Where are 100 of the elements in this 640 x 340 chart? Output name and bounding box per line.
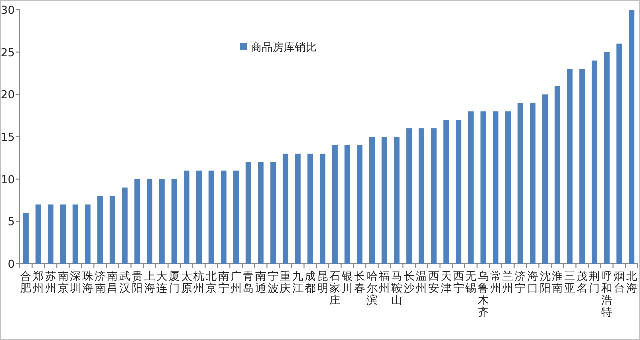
x-tick-label: 三亚 bbox=[564, 270, 576, 295]
x-tick-label: 苏州 bbox=[45, 270, 56, 295]
x-tick-label: 昆明 bbox=[317, 270, 328, 295]
x-tick-label: 西安 bbox=[428, 270, 440, 295]
x-tick-label: 温州 bbox=[416, 270, 428, 295]
x-tick-label: 大连 bbox=[156, 270, 168, 295]
bar bbox=[184, 170, 190, 264]
x-tick-label: 北京 bbox=[206, 270, 218, 295]
bar bbox=[369, 137, 376, 264]
legend-label: 商品房库销比 bbox=[251, 41, 317, 54]
bar bbox=[418, 128, 424, 264]
x-tick-label: 呼和浩特 bbox=[602, 270, 613, 319]
bar bbox=[394, 137, 400, 264]
y-tick-label: 25 bbox=[1, 46, 15, 60]
x-tick-label: 石家庄 bbox=[330, 270, 341, 307]
bar bbox=[23, 213, 29, 264]
x-tick-label: 济南 bbox=[94, 270, 106, 295]
bar bbox=[208, 170, 214, 264]
x-tick-label: 杭州 bbox=[192, 270, 205, 295]
y-tick-label: 30 bbox=[1, 4, 15, 17]
x-tick-label: 青岛 bbox=[243, 270, 254, 295]
bar bbox=[234, 170, 240, 264]
x-tick-label: 无锡 bbox=[464, 270, 477, 295]
bar bbox=[196, 170, 202, 264]
x-tick-label: 贵阳 bbox=[132, 270, 143, 295]
bar bbox=[431, 128, 437, 264]
bar bbox=[554, 86, 560, 264]
x-tick-label: 淮南 bbox=[552, 270, 564, 295]
bar bbox=[580, 69, 586, 264]
bar bbox=[308, 154, 314, 264]
bar bbox=[85, 204, 91, 264]
bar bbox=[542, 94, 548, 264]
bar bbox=[221, 170, 227, 264]
x-tick-label: 合肥 bbox=[20, 270, 32, 295]
bar bbox=[456, 120, 462, 264]
x-tick-label: 上海 bbox=[144, 270, 156, 295]
bar bbox=[159, 179, 165, 264]
bar bbox=[382, 137, 388, 264]
y-tick-label: 15 bbox=[1, 131, 15, 144]
bar bbox=[357, 145, 363, 264]
x-tick-label: 常州 bbox=[490, 270, 502, 295]
x-tick-label: 乌鲁木齐 bbox=[478, 270, 489, 319]
y-tick-label: 20 bbox=[1, 88, 15, 102]
bar bbox=[604, 52, 610, 264]
bar bbox=[518, 103, 524, 264]
bar bbox=[468, 112, 474, 264]
x-tick-label: 太原 bbox=[181, 270, 192, 295]
x-tick-label: 荆门 bbox=[589, 270, 600, 295]
x-tick-label: 厦门 bbox=[169, 270, 180, 295]
y-tick-label: 0 bbox=[8, 258, 15, 271]
x-tick-label: 珠海 bbox=[82, 270, 94, 295]
bar bbox=[122, 188, 128, 264]
x-tick-label: 长沙 bbox=[404, 270, 415, 295]
x-tick-label: 西宁 bbox=[453, 270, 464, 295]
bar bbox=[48, 204, 54, 264]
x-tick-label: 海口 bbox=[527, 270, 538, 295]
bar bbox=[480, 112, 486, 264]
x-tick-label: 银川 bbox=[341, 270, 354, 295]
bar bbox=[246, 162, 252, 264]
x-tick-label: 郑州 bbox=[33, 270, 44, 295]
x-tick-label: 沈阳 bbox=[540, 270, 551, 295]
bar bbox=[110, 196, 116, 264]
bar bbox=[134, 179, 140, 264]
y-tick-label: 5 bbox=[8, 216, 15, 229]
x-tick-label: 南宁 bbox=[218, 270, 230, 295]
bar bbox=[344, 145, 350, 264]
bar bbox=[320, 154, 326, 264]
y-tick-label: 10 bbox=[1, 173, 15, 186]
x-tick-label: 南通 bbox=[256, 270, 267, 295]
bar bbox=[270, 162, 276, 264]
x-tick-label: 重庆 bbox=[280, 270, 292, 295]
bar bbox=[406, 128, 412, 264]
bar bbox=[72, 204, 78, 264]
x-tick-label: 兰州 bbox=[502, 270, 514, 295]
x-tick-label: 马鞍山 bbox=[391, 270, 402, 307]
bar bbox=[147, 179, 153, 264]
bar bbox=[530, 103, 536, 264]
x-tick-label: 武汉 bbox=[120, 270, 131, 295]
bar bbox=[592, 60, 598, 264]
bar bbox=[258, 162, 264, 264]
bar bbox=[295, 154, 301, 264]
x-tick-label: 九江 bbox=[292, 270, 304, 295]
bar bbox=[493, 112, 499, 264]
bar bbox=[60, 204, 66, 264]
bar bbox=[98, 196, 104, 264]
x-tick-label: 福州 bbox=[379, 270, 390, 295]
x-tick-label: 哈尔滨 bbox=[366, 270, 378, 307]
bar bbox=[444, 120, 450, 264]
bar bbox=[629, 10, 635, 264]
x-tick-label: 深圳 bbox=[69, 270, 82, 295]
x-tick-label: 长春 bbox=[354, 270, 366, 295]
x-tick-label: 北海 bbox=[626, 270, 638, 295]
x-tick-label: 茂名 bbox=[576, 270, 588, 295]
x-tick-label: 天津 bbox=[440, 270, 452, 295]
x-tick-label: 宁波 bbox=[268, 270, 279, 295]
x-tick-label: 成都 bbox=[304, 270, 316, 295]
bar bbox=[282, 154, 289, 264]
bar bbox=[505, 112, 511, 264]
x-tick-label: 南京 bbox=[58, 270, 69, 295]
bar bbox=[616, 44, 622, 264]
